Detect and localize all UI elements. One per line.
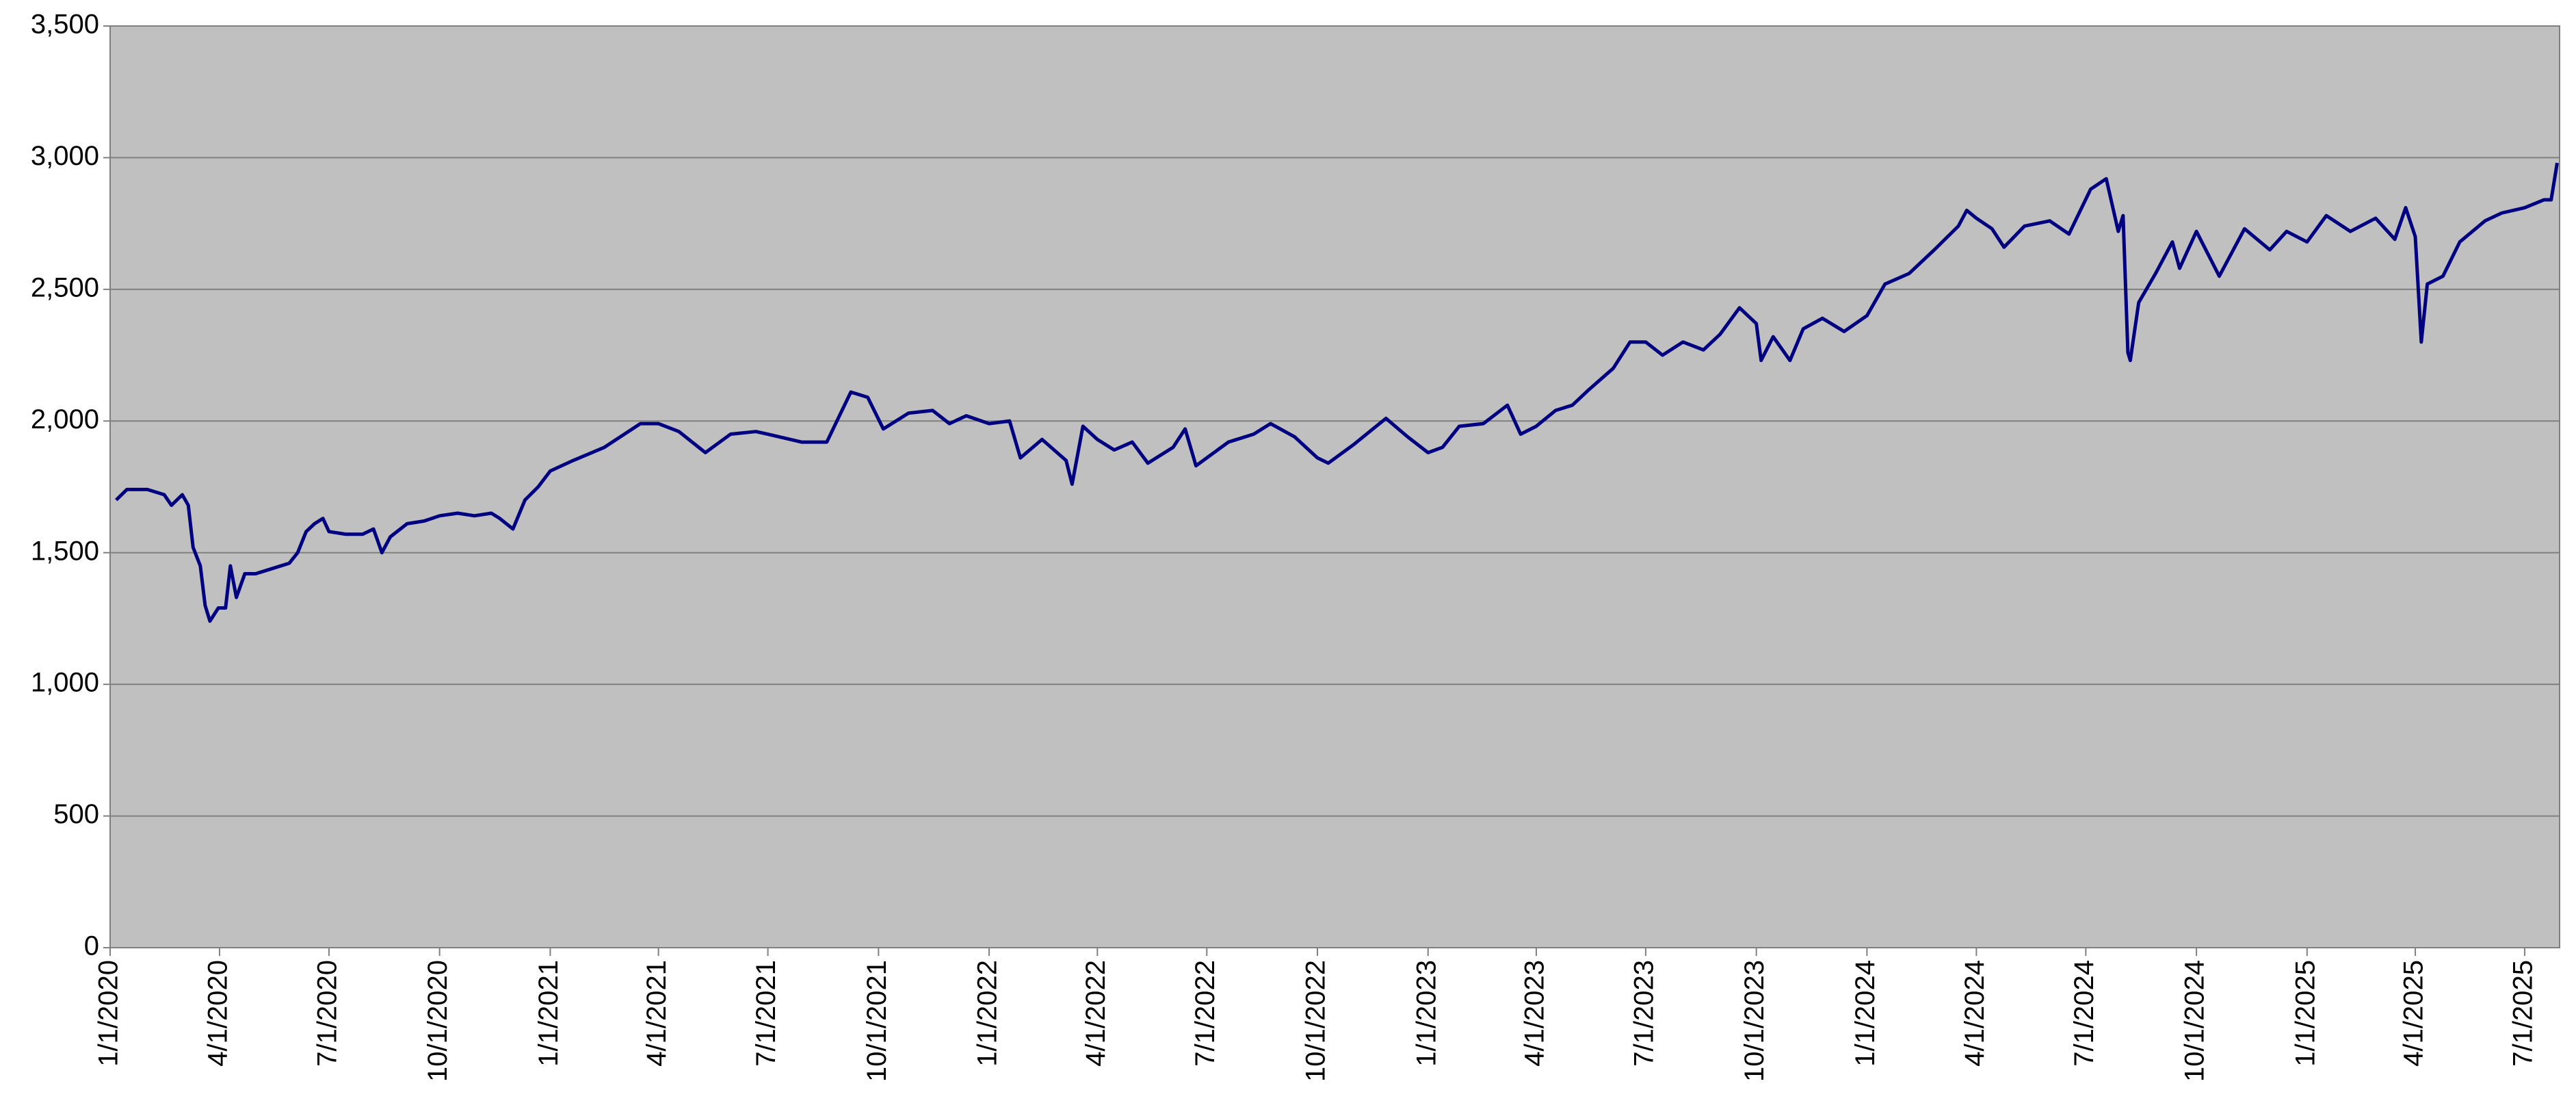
x-tick-label: 10/1/2024 [2180,960,2210,1082]
x-tick-label: 4/1/2023 [1520,960,1550,1067]
labels: 0 500 1,000 1,500 2,000 2,500 3,000 3,500 1/1/20… [31,10,2538,1082]
data-line [115,162,2559,623]
y-tick-label: 2,000 [31,404,99,434]
y-tick-label: 3,500 [31,10,99,40]
x-tick-label: 4/1/2024 [1960,960,1990,1067]
x-tick-label: 1/1/2022 [973,960,1003,1067]
y-tick-label: 1,500 [31,536,99,566]
y-tick-label: 2,500 [31,272,99,302]
y-tick-label: 500 [53,799,99,829]
x-tick-label: 7/1/2023 [1629,960,1659,1067]
x-tick-label: 1/1/2020 [94,960,124,1067]
x-tick-label: 7/1/2022 [1190,960,1220,1067]
x-tick-label: 1/1/2021 [534,960,564,1067]
x-tick-label: 4/1/2021 [642,960,672,1067]
x-tick-label: 7/1/2020 [313,960,343,1067]
x-tick-label: 7/1/2021 [751,960,781,1067]
y-tick-label: 3,000 [31,141,99,171]
marks [115,162,2559,623]
x-tick-label: 4/1/2022 [1081,960,1111,1067]
x-tick-label: 10/1/2020 [423,960,453,1082]
x-tick-label: 4/1/2025 [2399,960,2429,1067]
x-tick-label: 10/1/2023 [1739,960,1770,1082]
x-tick-label: 7/1/2025 [2508,960,2538,1067]
x-tick-label: 4/1/2020 [203,960,233,1067]
grid [103,25,2560,956]
y-tick-label: 0 [84,931,99,961]
y-tick-label: 1,000 [31,668,99,698]
x-tick-label: 10/1/2021 [862,960,892,1082]
plot-area [109,25,2560,948]
x-tick-label: 7/1/2024 [2069,960,2099,1067]
x-tick-label: 1/1/2024 [1850,960,1880,1067]
x-tick-label: 1/1/2023 [1411,960,1441,1067]
x-tick-label: 10/1/2022 [1301,960,1331,1082]
x-tick-label: 1/1/2025 [2290,960,2320,1067]
